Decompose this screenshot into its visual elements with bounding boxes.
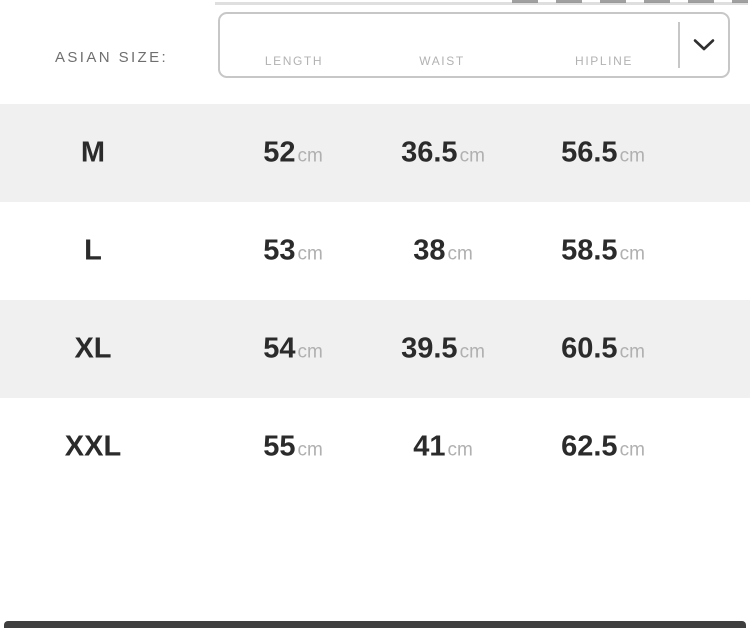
column-header-waist: WAIST <box>419 54 465 68</box>
size-system-label: ASIAN SIZE: <box>55 49 169 66</box>
size-label: L <box>84 234 102 267</box>
cropped-content-top <box>215 2 748 5</box>
size-row-l[interactable]: L 53 cm 38 cm 58.5 cm <box>0 202 750 300</box>
unit-label: cm <box>297 243 323 265</box>
size-label: M <box>80 136 106 169</box>
unit-label: cm <box>297 145 323 167</box>
size-row-xxl[interactable]: XXL 55 cm 41 cm 62.5 cm <box>0 398 750 496</box>
unit-label: cm <box>297 341 323 363</box>
waist-value: 38 cm <box>413 234 473 267</box>
length-value: 52 cm <box>263 136 323 169</box>
unit-label: cm <box>619 341 645 363</box>
unit-label: cm <box>447 439 473 461</box>
waist-value: 41 cm <box>413 430 473 463</box>
size-row-xl[interactable]: XL 54 cm 39.5 cm 60.5 cm <box>0 300 750 398</box>
length-value: 55 cm <box>263 430 323 463</box>
hipline-value: 56.5 cm <box>561 136 645 169</box>
length-value: 54 cm <box>263 332 323 365</box>
measurement-columns-dropdown[interactable]: LENGTH WAIST HIPLINE <box>218 12 730 78</box>
length-value: 53 cm <box>263 234 323 267</box>
unit-label: cm <box>459 341 485 363</box>
size-row-m[interactable]: M 52 cm 36.5 cm 56.5 cm <box>0 104 750 202</box>
column-header-hipline: HIPLINE <box>575 54 633 68</box>
column-header-length: LENGTH <box>264 54 324 68</box>
unit-label: cm <box>297 439 323 461</box>
size-label: XXL <box>64 430 122 463</box>
hipline-value: 58.5 cm <box>561 234 645 267</box>
unit-label: cm <box>447 243 473 265</box>
dropdown-toggle[interactable] <box>680 14 728 76</box>
waist-value: 39.5 cm <box>401 332 485 365</box>
unit-label: cm <box>619 439 645 461</box>
cropped-content-top-text <box>512 0 748 3</box>
hipline-value: 60.5 cm <box>561 332 645 365</box>
unit-label: cm <box>459 145 485 167</box>
unit-label: cm <box>619 243 645 265</box>
size-label: XL <box>74 332 112 365</box>
chevron-down-icon <box>693 39 715 51</box>
dropdown-divider <box>678 22 680 68</box>
hipline-value: 62.5 cm <box>561 430 645 463</box>
unit-label: cm <box>619 145 645 167</box>
size-table: M 52 cm 36.5 cm 56.5 cm L 53 cm 38 cm 58.5 cm … <box>0 104 750 496</box>
cropped-content-bottom <box>4 621 746 628</box>
waist-value: 36.5 cm <box>401 136 485 169</box>
